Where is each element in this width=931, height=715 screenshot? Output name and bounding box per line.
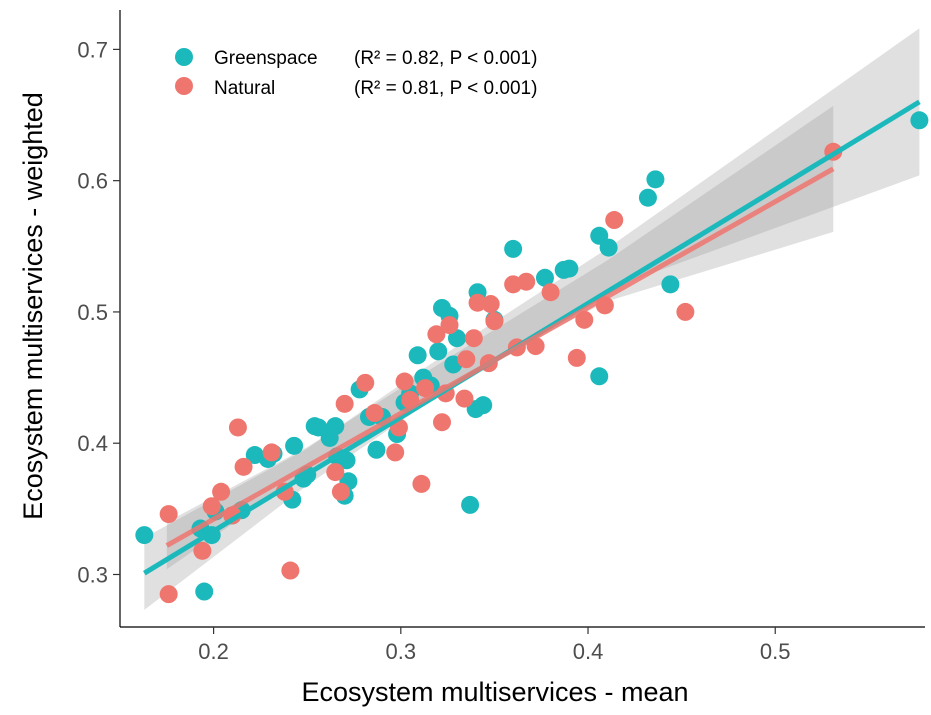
point-greenspace [599,238,618,257]
x-tick-label: 0.5 [760,639,791,664]
y-tick-label: 0.4 [77,431,108,456]
regression-lines [143,99,921,576]
point-greenspace [135,526,154,545]
point-natural [455,389,474,408]
point-natural [159,585,178,604]
y-tick-label: 0.7 [77,37,108,62]
point-natural [481,295,500,314]
point-natural [365,404,384,423]
point-natural [440,316,459,335]
point-greenspace [560,259,579,278]
point-natural [416,379,435,398]
legend-stat-greenspace: (R² = 0.82, P < 0.001) [354,48,537,69]
point-greenspace [408,346,427,365]
point-greenspace [661,275,680,294]
point-greenspace [429,342,448,361]
point-greenspace [309,418,328,437]
x-axis-title: Ecosystem multiservices - mean [301,677,688,707]
point-natural [541,283,560,302]
point-natural [457,350,476,369]
point-natural [517,272,536,291]
point-natural [485,312,504,331]
x-tick-label: 0.3 [386,639,417,664]
point-natural [202,497,221,516]
point-natural [193,541,212,560]
point-natural [335,394,354,413]
point-greenspace [504,239,523,258]
point-greenspace [367,440,386,459]
point-natural [676,302,695,321]
y-tick-label: 0.5 [77,300,108,325]
point-natural [567,348,586,367]
point-greenspace [646,170,665,189]
x-tick-label: 0.4 [573,639,604,664]
point-greenspace [910,111,929,130]
point-natural [281,561,300,580]
point-greenspace [285,436,304,455]
legend-label-greenspace: Greenspace [214,48,318,69]
point-greenspace [535,268,554,287]
point-natural [262,443,281,462]
point-natural [575,310,594,329]
legend-marker-natural [175,77,193,95]
point-greenspace [195,582,214,601]
point-natural [395,372,414,391]
point-natural [228,418,247,437]
confidence-band-greenspace [144,28,920,610]
point-natural [356,373,375,392]
point-natural [234,457,253,476]
point-greenspace [326,417,345,436]
point-natural [605,211,624,230]
point-natural [412,474,431,493]
point-natural [212,482,231,501]
point-natural [331,482,350,501]
point-natural [159,505,178,524]
point-greenspace [447,329,466,348]
axis-ticks: 0.2 0.3 0.4 0.5 0.3 0.4 0.5 0.6 0.7 [77,37,790,664]
legend: Greenspace (R² = 0.82, P < 0.001) Natura… [175,48,537,99]
point-natural [433,413,451,432]
point-natural [326,463,345,482]
legend-stat-natural: (R² = 0.81, P < 0.001) [354,78,537,99]
point-natural [427,325,446,344]
point-greenspace [638,188,657,207]
x-tick-label: 0.2 [198,639,229,664]
point-greenspace [590,367,609,386]
legend-marker-greenspace [175,48,193,66]
fit-line-natural [165,166,835,548]
point-greenspace [474,396,493,415]
point-natural [468,293,487,312]
legend-label-natural: Natural [214,78,275,99]
y-axis-title: Ecosystem multiservices - weighted [18,92,48,520]
y-tick-label: 0.3 [77,562,108,587]
confidence-bands [144,28,920,610]
point-natural [386,443,405,462]
point-greenspace [461,495,480,514]
point-natural [464,329,483,348]
y-tick-label: 0.6 [77,169,108,194]
